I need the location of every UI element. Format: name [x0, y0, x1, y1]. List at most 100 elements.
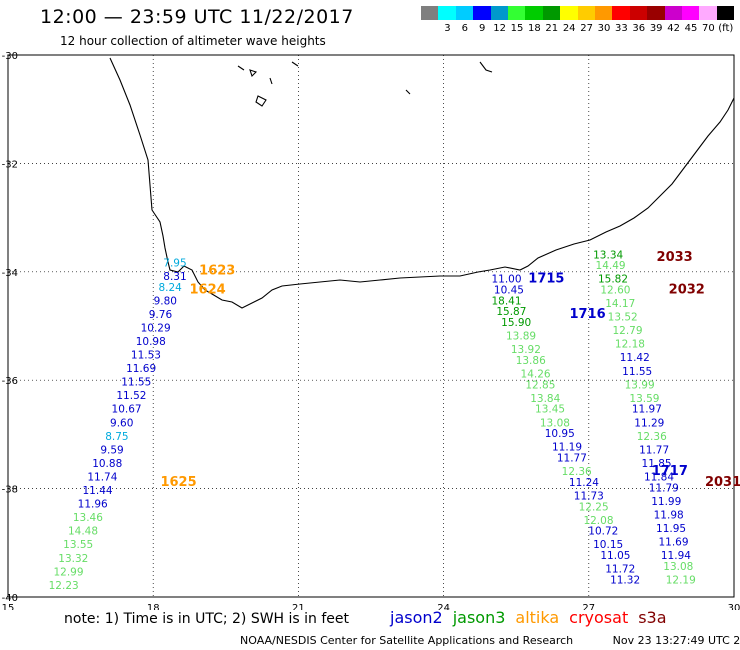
wave-height-value: 10.45	[494, 284, 524, 296]
wave-height-value: 11.69	[658, 537, 688, 549]
pass-time-label: 1716	[569, 307, 605, 322]
wave-height-value: 13.59	[629, 393, 659, 405]
legend-label: 6	[461, 23, 468, 34]
legend-label: 33	[615, 23, 628, 34]
wave-height-value: 9.76	[149, 309, 173, 321]
wave-height-value: 11.77	[639, 444, 669, 456]
legend-swatch	[455, 6, 474, 20]
wave-height-value: 11.55	[121, 377, 151, 389]
legend-label: 9	[479, 23, 486, 34]
wave-height-value: 11.72	[605, 564, 635, 576]
wave-height-value: 14.48	[68, 526, 98, 538]
wave-height-value: 11.98	[654, 509, 684, 521]
wave-height-value: 11.95	[656, 523, 686, 535]
satellite-name: cryosat	[569, 608, 629, 627]
pass-time-labels: 1623 1624 1625 1715 1716 1717 2033 2032 2031	[160, 250, 740, 490]
wave-height-value: 12.08	[583, 515, 613, 527]
wave-height-value: 13.08	[663, 561, 693, 573]
legend-swatch	[490, 6, 508, 20]
wave-height-value: 11.42	[620, 352, 650, 364]
wave-height-value: 11.29	[634, 417, 664, 429]
wave-height-value: 12.36	[637, 431, 667, 443]
lat-tick-label: -38	[2, 485, 18, 496]
wave-height-value: 12.36	[562, 466, 592, 478]
legend-swatch	[682, 6, 700, 20]
credit-footer: NOAA/NESDIS Center for Satellite Applica…	[240, 634, 740, 647]
wave-height-value: 11.77	[557, 453, 587, 465]
legend-swatch	[421, 6, 439, 20]
legend-label: 70	[702, 23, 715, 34]
lat-tick-label: -40	[2, 593, 18, 604]
altimeter-readings: 7.958.318.249.809.7610.2910.9811.5311.69…	[49, 249, 696, 592]
legend-swatch	[716, 6, 735, 20]
wave-height-value: 13.45	[535, 404, 565, 416]
legend-swatch	[508, 6, 526, 20]
legend-label: 3	[444, 23, 451, 34]
wave-height-value: 11.44	[83, 485, 113, 497]
legend-label: 18	[528, 23, 541, 34]
wave-height-value: 10.88	[92, 458, 122, 470]
wave-height-value: 14.17	[605, 298, 635, 310]
legend-swatch	[629, 6, 648, 20]
wave-height-value: 14.49	[596, 260, 626, 272]
wave-height-value: 11.55	[622, 366, 652, 378]
legend-swatch	[560, 6, 578, 20]
satellite-name: jason2	[390, 608, 443, 627]
wave-height-value: 10.67	[112, 404, 142, 416]
legend-label: 39	[649, 23, 663, 34]
legend-label: 15	[510, 23, 524, 34]
lat-tick-label: -36	[2, 376, 18, 387]
pass-time-label: 1623	[199, 264, 235, 279]
wave-height-value: 13.99	[625, 379, 655, 391]
wave-height-value: 10.98	[136, 336, 166, 348]
legend-label: (ft)	[718, 23, 734, 34]
wave-height-value: 11.53	[131, 350, 161, 362]
wave-height-value: 12.85	[525, 379, 555, 391]
wave-height-value: 11.96	[78, 499, 108, 511]
map-frame	[7, 54, 735, 598]
legend-swatch	[542, 6, 561, 20]
wave-height-value: 13.89	[506, 331, 536, 343]
legend-label: 24	[562, 23, 576, 34]
satellite-legend: jason2 jason3 altika cryosat s3a	[390, 608, 677, 627]
lon-tick-label: 30	[728, 603, 740, 610]
wave-height-value: 10.72	[588, 526, 618, 538]
wave-height-value: 10.15	[593, 539, 623, 551]
wave-height-value: 12.25	[579, 501, 609, 513]
legend-swatch	[525, 6, 543, 20]
pass-time-label: 1624	[190, 282, 226, 297]
wave-height-map: 15 18 21 24 27 30-30-32-34-36-38-40 7.958.318…	[2, 51, 740, 610]
wave-height-value: 10.29	[141, 322, 171, 334]
wave-height-value: 10.95	[545, 428, 575, 440]
generated-timestamp: Nov 23 13:27:49 UTC 2017	[612, 634, 740, 647]
wave-height-value: 9.80	[154, 295, 177, 307]
wave-height-value: 9.59	[100, 444, 123, 456]
legend-label: 45	[684, 23, 698, 34]
legend-swatch	[664, 6, 682, 20]
wave-height-value: 15.82	[598, 274, 628, 286]
legend-swatch	[438, 6, 456, 20]
wave-height-value: 11.32	[610, 574, 640, 586]
wave-height-value: 15.90	[501, 317, 531, 329]
satellite-name: altika	[515, 608, 560, 627]
pass-time-label: 2032	[669, 282, 705, 297]
legend-swatch	[612, 6, 630, 20]
legend-label: 12	[493, 23, 506, 34]
lon-tick-label: 18	[147, 603, 160, 610]
legend-swatch	[577, 6, 595, 20]
lat-tick-label: -32	[2, 159, 18, 170]
wave-height-value: 11.00	[491, 274, 521, 286]
wave-height-value: 18.41	[491, 295, 521, 307]
wave-height-value: 12.60	[600, 284, 630, 296]
wave-height-value: 12.99	[53, 566, 83, 578]
wave-height-value: 14.26	[521, 368, 551, 380]
wave-height-value: 13.92	[511, 344, 541, 356]
legend-label: 21	[545, 23, 559, 34]
pass-time-label: 2033	[657, 250, 693, 265]
wave-height-value: 12.79	[612, 325, 642, 337]
wave-height-value: 11.19	[552, 442, 582, 454]
wave-height-value: 13.08	[540, 417, 570, 429]
wave-height-value: 11.85	[642, 458, 672, 470]
page-subtitle: 12 hour collection of altimeter wave hei…	[60, 34, 326, 48]
page-title: 12:00 — 23:59 UTC 11/22/2017	[40, 6, 354, 28]
